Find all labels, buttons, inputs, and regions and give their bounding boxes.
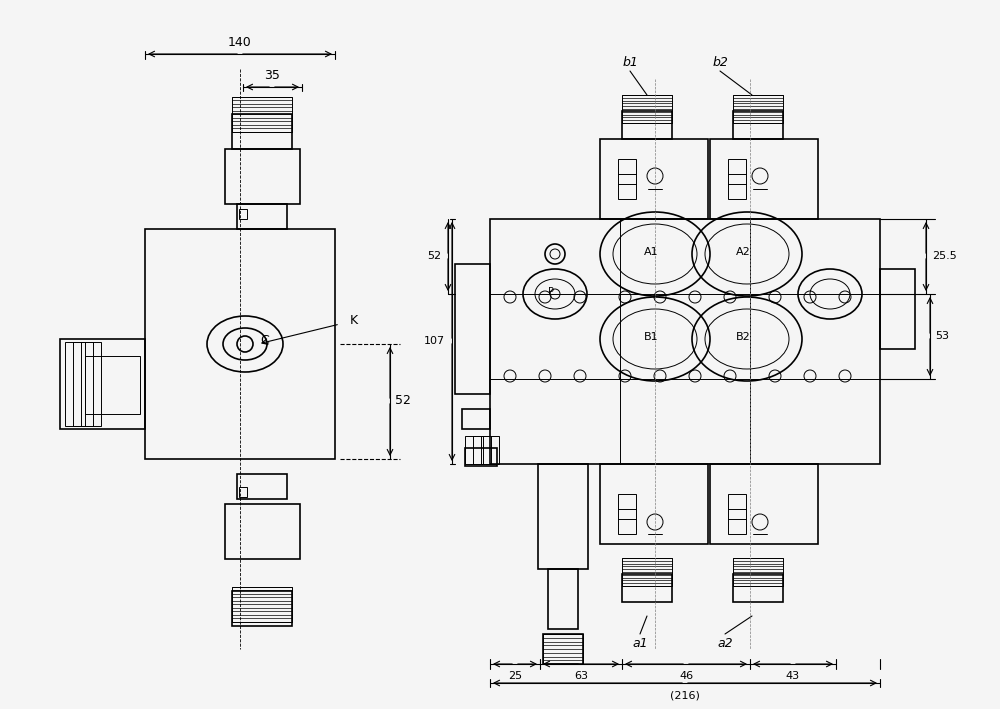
Bar xyxy=(232,96,292,131)
Bar xyxy=(225,504,300,559)
Text: B1: B1 xyxy=(644,332,658,342)
Text: A2: A2 xyxy=(736,247,750,257)
Bar xyxy=(237,474,287,499)
Bar xyxy=(73,342,93,426)
Bar xyxy=(728,494,746,534)
Text: 52: 52 xyxy=(395,394,411,408)
Bar xyxy=(81,342,101,426)
Bar xyxy=(60,339,145,429)
Bar xyxy=(618,159,636,199)
Bar xyxy=(622,558,672,586)
Bar xyxy=(733,111,783,139)
Text: A1: A1 xyxy=(644,247,658,257)
Bar xyxy=(85,356,140,414)
Bar xyxy=(622,574,672,602)
Text: 63: 63 xyxy=(574,671,588,681)
Text: a1: a1 xyxy=(632,637,648,650)
Text: 46: 46 xyxy=(679,671,693,681)
Text: P: P xyxy=(548,287,554,297)
Text: b1: b1 xyxy=(622,56,638,69)
Bar xyxy=(145,229,335,459)
Bar xyxy=(473,436,491,464)
Bar xyxy=(548,569,578,629)
Bar xyxy=(880,269,915,349)
Text: a2: a2 xyxy=(717,637,733,650)
Bar xyxy=(733,95,783,123)
Bar xyxy=(232,591,292,626)
Bar xyxy=(728,159,746,199)
Text: (216): (216) xyxy=(670,691,700,701)
Bar xyxy=(65,342,85,426)
Text: 35: 35 xyxy=(264,69,280,82)
Bar xyxy=(622,95,672,123)
Bar xyxy=(600,464,708,544)
Bar xyxy=(710,139,818,219)
Bar xyxy=(600,139,708,219)
Bar xyxy=(225,149,300,204)
Bar xyxy=(490,219,880,464)
Bar xyxy=(462,409,490,429)
Bar xyxy=(543,634,583,664)
Bar xyxy=(622,111,672,139)
Bar xyxy=(465,448,497,466)
Bar xyxy=(538,464,588,569)
Bar xyxy=(239,209,247,219)
Bar xyxy=(733,574,783,602)
Bar xyxy=(455,264,490,394)
Bar xyxy=(237,204,287,229)
Text: 52: 52 xyxy=(427,251,441,261)
Bar xyxy=(232,586,292,622)
Text: K: K xyxy=(350,315,358,328)
Bar xyxy=(543,634,583,664)
Text: 140: 140 xyxy=(228,36,252,49)
Bar xyxy=(239,487,247,497)
Text: B2: B2 xyxy=(736,332,750,342)
Bar xyxy=(232,114,292,149)
Bar xyxy=(733,558,783,586)
Text: 25: 25 xyxy=(508,671,522,681)
Text: 107: 107 xyxy=(424,336,445,346)
Bar xyxy=(710,464,818,544)
Bar xyxy=(481,436,499,464)
Text: b2: b2 xyxy=(712,56,728,69)
Text: C: C xyxy=(260,335,269,347)
Text: 53: 53 xyxy=(935,331,949,341)
Text: 25.5: 25.5 xyxy=(932,251,957,261)
Bar xyxy=(465,436,483,464)
Bar xyxy=(618,494,636,534)
Text: 43: 43 xyxy=(786,671,800,681)
